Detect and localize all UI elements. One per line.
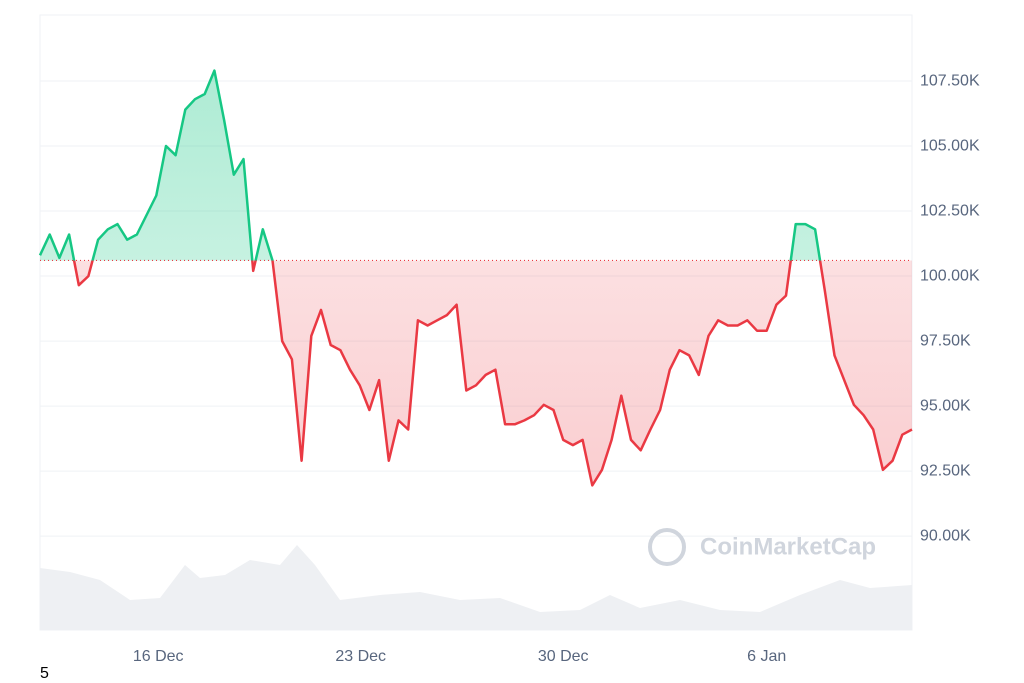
x-tick-label: 16 Dec [133, 648, 184, 665]
y-tick-label: 102.50K [920, 202, 980, 219]
footer-text: 5 [40, 665, 49, 682]
watermark-text: CoinMarketCap [700, 533, 876, 560]
x-tick-label: 30 Dec [538, 648, 589, 665]
x-tick-label: 6 Jan [747, 648, 786, 665]
x-tick-label: 23 Dec [335, 648, 386, 665]
y-tick-label: 97.50K [920, 332, 971, 349]
watermark: CoinMarketCap [648, 528, 876, 566]
y-tick-label: 107.50K [920, 72, 980, 89]
volume-area [40, 545, 912, 630]
area-down [74, 260, 912, 486]
y-tick-label: 105.00K [920, 137, 980, 154]
y-tick-label: 100.00K [920, 267, 980, 284]
price-line-up [38, 69, 822, 261]
y-tick-label: 90.00K [920, 527, 971, 544]
y-tick-label: 92.50K [920, 462, 971, 479]
price-line-down [72, 260, 913, 487]
area-up [40, 70, 912, 261]
watermark-logo [648, 528, 686, 566]
y-tick-label: 95.00K [920, 397, 971, 414]
